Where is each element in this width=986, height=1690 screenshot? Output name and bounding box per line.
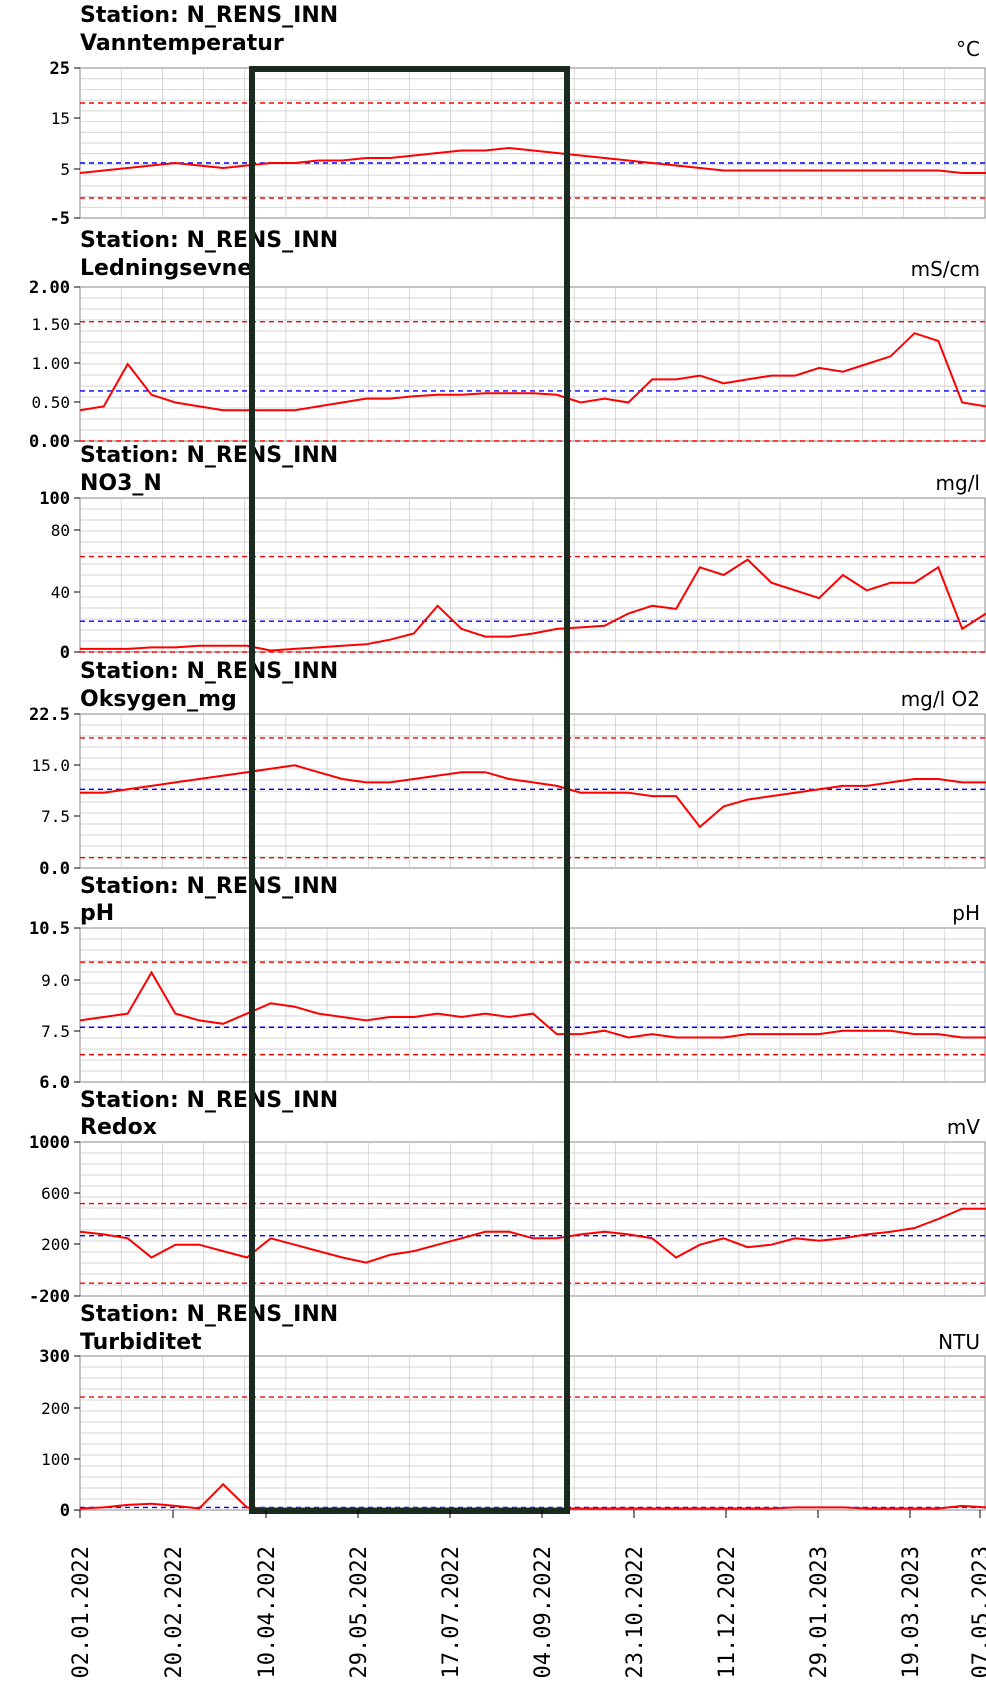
x-tick-label: 20.02.2022	[162, 1546, 187, 1678]
x-tick-label: 17.07.2022	[439, 1546, 464, 1678]
y-tick-label: -5	[50, 209, 70, 229]
unit-label: NTU	[938, 1330, 980, 1354]
x-tick-label: 19.03.2023	[899, 1546, 924, 1678]
parameter-label: Vanntemperatur	[80, 31, 284, 56]
station-label: Station: N_RENS_INN	[80, 228, 338, 253]
y-tick-label: 600	[41, 1184, 70, 1203]
y-tick-label: 0.50	[31, 393, 70, 412]
x-axis: 02.01.2022 20.02.2022 10.04.2022 29.05.2022…	[69, 1510, 986, 1678]
panel-1: Station: N_RENS_INN Vanntemperatur °C 25 15 5…	[50, 3, 986, 229]
y-tick-label: 7.5	[41, 807, 70, 826]
parameter-label: Turbiditet	[80, 1330, 202, 1355]
y-tick-label: 0.0	[39, 859, 70, 879]
panel-4: Station: N_RENS_INN Oksygen_mg mg/l O2 22.5…	[29, 659, 986, 879]
y-tick-label: 40	[51, 583, 70, 602]
x-tick-label: 29.01.2023	[807, 1546, 832, 1678]
y-tick-label: 9.0	[41, 971, 70, 990]
panel-3: Station: N_RENS_INN NO3_N mg/l 100 80 40 0	[39, 443, 986, 663]
unit-label: mS/cm	[911, 257, 980, 281]
series-line	[80, 558, 986, 652]
y-tick-label: 200	[41, 1235, 70, 1254]
y-tick-label: 100	[39, 489, 70, 509]
x-tick-label: 29.05.2022	[347, 1546, 372, 1678]
y-tick-label: 0	[60, 1501, 70, 1521]
y-tick-label: 1000	[29, 1133, 70, 1153]
station-label: Station: N_RENS_INN	[80, 1088, 338, 1113]
y-tick-label: 100	[41, 1450, 70, 1469]
y-tick-label: -200	[29, 1287, 70, 1307]
y-tick-label: 1.50	[31, 315, 70, 334]
x-tick-label: 23.10.2022	[623, 1546, 648, 1678]
series-line	[80, 764, 986, 829]
y-tick-label: 15	[51, 109, 70, 128]
station-label: Station: N_RENS_INN	[80, 3, 338, 28]
parameter-label: pH	[80, 901, 114, 926]
x-tick-label: 11.12.2022	[715, 1546, 740, 1678]
unit-label: mV	[947, 1115, 980, 1139]
x-tick-label: 04.09.2022	[531, 1546, 556, 1678]
unit-label: °C	[956, 37, 980, 61]
unit-label: mg/l O2	[901, 687, 980, 711]
y-tick-label: 25	[50, 59, 70, 79]
station-label: Station: N_RENS_INN	[80, 1302, 338, 1327]
unit-label: pH	[952, 901, 980, 925]
parameter-label: Ledningsevne	[80, 256, 252, 281]
y-tick-label: 7.5	[41, 1022, 70, 1041]
series-line	[79, 970, 986, 1039]
x-tick-label: 02.01.2022	[69, 1546, 94, 1678]
y-tick-label: 300	[39, 1347, 70, 1367]
y-tick-label: 6.0	[39, 1073, 70, 1093]
x-tick-label: 10.04.2022	[255, 1546, 280, 1678]
series-line	[79, 332, 986, 412]
panel-7: Station: N_RENS_INN Turbiditet NTU 300 200 10…	[39, 1302, 986, 1521]
y-tick-label: 2.00	[29, 278, 70, 298]
y-tick-label: 80	[51, 521, 70, 540]
parameter-label: NO3_N	[80, 471, 162, 496]
y-tick-label: 5	[60, 160, 70, 179]
station-label: Station: N_RENS_INN	[80, 659, 338, 684]
highlight-box	[249, 66, 570, 1514]
panel-2: Station: N_RENS_INN Ledningsevne mS/cm 2.00…	[29, 228, 986, 452]
x-tick-label: 07.05.2023	[969, 1546, 986, 1678]
y-tick-label: 200	[41, 1399, 70, 1418]
series-line	[79, 1207, 986, 1264]
y-tick-label: 0	[60, 643, 70, 663]
series-line	[79, 146, 986, 174]
y-tick-label: 0.00	[29, 432, 70, 452]
y-tick-label: 15.0	[31, 756, 70, 775]
y-tick-label: 1.00	[31, 354, 70, 373]
parameter-label: Oksygen_mg	[80, 687, 237, 712]
station-label: Station: N_RENS_INN	[80, 443, 338, 468]
station-label: Station: N_RENS_INN	[80, 874, 338, 899]
parameter-label: Redox	[80, 1115, 157, 1140]
unit-label: mg/l	[936, 471, 980, 495]
y-tick-label: 10.5	[29, 919, 70, 939]
y-tick-label: 22.5	[29, 705, 70, 725]
